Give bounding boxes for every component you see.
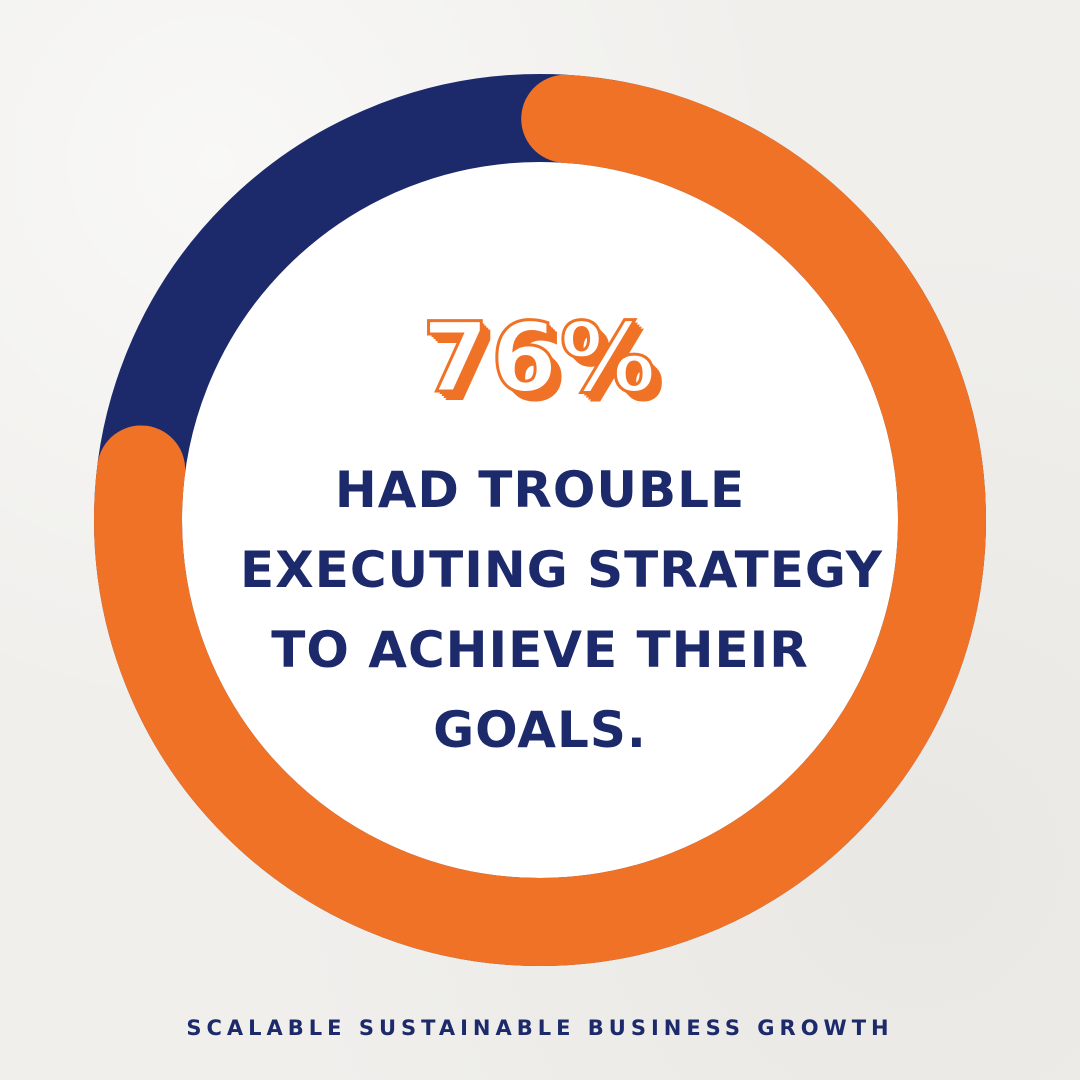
donut-value-segment	[94, 74, 986, 966]
footer-tagline: SCALABLE SUSTAINABLE BUSINESS GROWTH	[186, 1016, 894, 1040]
caption: HAD TROUBLE EXECUTING STRATEGY TO ACHIEV…	[240, 450, 883, 770]
caption-line: HAD TROUBLE	[334, 461, 746, 519]
center-text: 76% HAD TROUBLE EXECUTING STRATEGY TO AC…	[240, 302, 883, 770]
donut-arcs	[94, 74, 986, 966]
caption-line: EXECUTING STRATEGY	[240, 541, 883, 599]
donut-inner-disc	[138, 118, 942, 922]
caption-line: GOALS.	[433, 701, 647, 759]
percentage-value: 76%	[421, 302, 658, 414]
caption-line: TO ACHIEVE THEIR	[271, 621, 809, 679]
